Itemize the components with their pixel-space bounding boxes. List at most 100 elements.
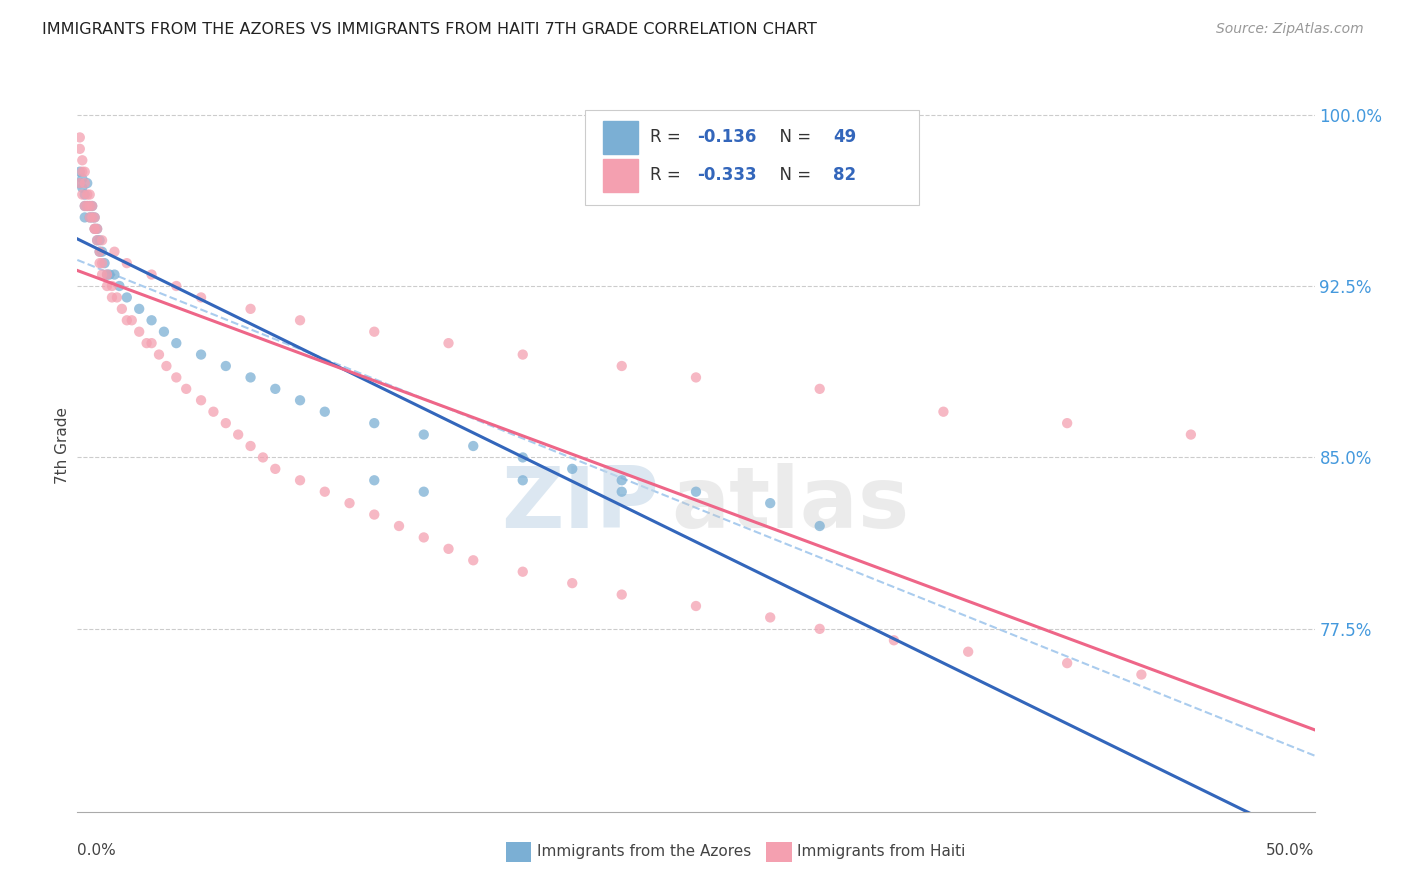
Point [108, 279, 131, 293]
Point [252, 450, 274, 465]
Point [91, 233, 114, 247]
Point [685, 484, 707, 499]
Point [264, 382, 287, 396]
Point [239, 370, 262, 384]
Point [685, 599, 707, 613]
Point [83, 222, 105, 236]
Point [91, 256, 114, 270]
Point [314, 405, 336, 419]
Text: 82: 82 [834, 167, 856, 185]
Point [128, 301, 150, 316]
Point [86, 222, 108, 236]
Point [79, 211, 101, 225]
Point [759, 610, 782, 624]
Point [463, 553, 485, 567]
Point [165, 336, 187, 351]
Point [89, 256, 111, 270]
Point [165, 279, 187, 293]
Point [72, 187, 94, 202]
Point [685, 370, 707, 384]
Point [561, 462, 583, 476]
Point [190, 290, 212, 304]
Point [79, 199, 101, 213]
Point [141, 313, 163, 327]
Point [69, 176, 91, 190]
Point [1180, 427, 1202, 442]
Point [141, 336, 163, 351]
Point [89, 244, 111, 259]
Point [101, 279, 124, 293]
Point [91, 268, 114, 282]
Y-axis label: 7th Grade: 7th Grade [55, 408, 70, 484]
Point [148, 347, 170, 361]
Point [83, 211, 105, 225]
Point [83, 222, 105, 236]
Point [363, 508, 385, 522]
Point [93, 256, 115, 270]
Point [561, 576, 583, 591]
Text: 50.0%: 50.0% [1267, 843, 1315, 858]
Point [86, 233, 108, 247]
Text: 49: 49 [834, 128, 856, 146]
Point [288, 473, 311, 487]
Point [412, 530, 434, 544]
Point [215, 416, 238, 430]
Point [174, 382, 197, 396]
Point [226, 427, 249, 442]
Point [73, 199, 96, 213]
Point [1056, 656, 1078, 670]
Text: IMMIGRANTS FROM THE AZORES VS IMMIGRANTS FROM HAITI 7TH GRADE CORRELATION CHART: IMMIGRANTS FROM THE AZORES VS IMMIGRANTS… [42, 22, 817, 37]
Point [239, 301, 262, 316]
Point [79, 187, 101, 202]
Text: ZIP: ZIP [501, 463, 659, 546]
Point [96, 279, 118, 293]
Point [69, 130, 91, 145]
Point [202, 405, 225, 419]
Point [610, 588, 633, 602]
Point [76, 187, 98, 202]
Text: Source: ZipAtlas.com: Source: ZipAtlas.com [1216, 22, 1364, 37]
Point [89, 233, 111, 247]
Point [69, 142, 91, 156]
Point [72, 153, 94, 168]
Text: Immigrants from the Azores: Immigrants from the Azores [537, 845, 751, 859]
Point [512, 473, 534, 487]
Point [73, 211, 96, 225]
Point [83, 211, 105, 225]
Point [190, 347, 212, 361]
Point [111, 301, 134, 316]
Point [264, 462, 287, 476]
Point [165, 370, 187, 384]
Point [82, 199, 104, 213]
Point [82, 199, 104, 213]
Bar [603, 121, 638, 153]
Point [190, 393, 212, 408]
Point [288, 313, 311, 327]
Text: -0.136: -0.136 [697, 128, 756, 146]
Point [932, 405, 955, 419]
Point [412, 427, 434, 442]
Point [115, 313, 138, 327]
Point [98, 268, 121, 282]
Point [76, 176, 98, 190]
Text: N =: N = [769, 167, 817, 185]
Point [89, 244, 111, 259]
Point [363, 325, 385, 339]
Point [69, 164, 91, 178]
Point [101, 290, 124, 304]
Text: Immigrants from Haiti: Immigrants from Haiti [797, 845, 966, 859]
Point [141, 268, 163, 282]
Point [86, 233, 108, 247]
Point [808, 382, 831, 396]
Point [759, 496, 782, 510]
Point [76, 199, 98, 213]
Text: N =: N = [769, 128, 817, 146]
Point [115, 256, 138, 270]
Point [957, 645, 980, 659]
Point [69, 176, 91, 190]
Point [463, 439, 485, 453]
Point [288, 393, 311, 408]
Point [72, 171, 94, 186]
Point [103, 244, 125, 259]
Point [79, 199, 101, 213]
